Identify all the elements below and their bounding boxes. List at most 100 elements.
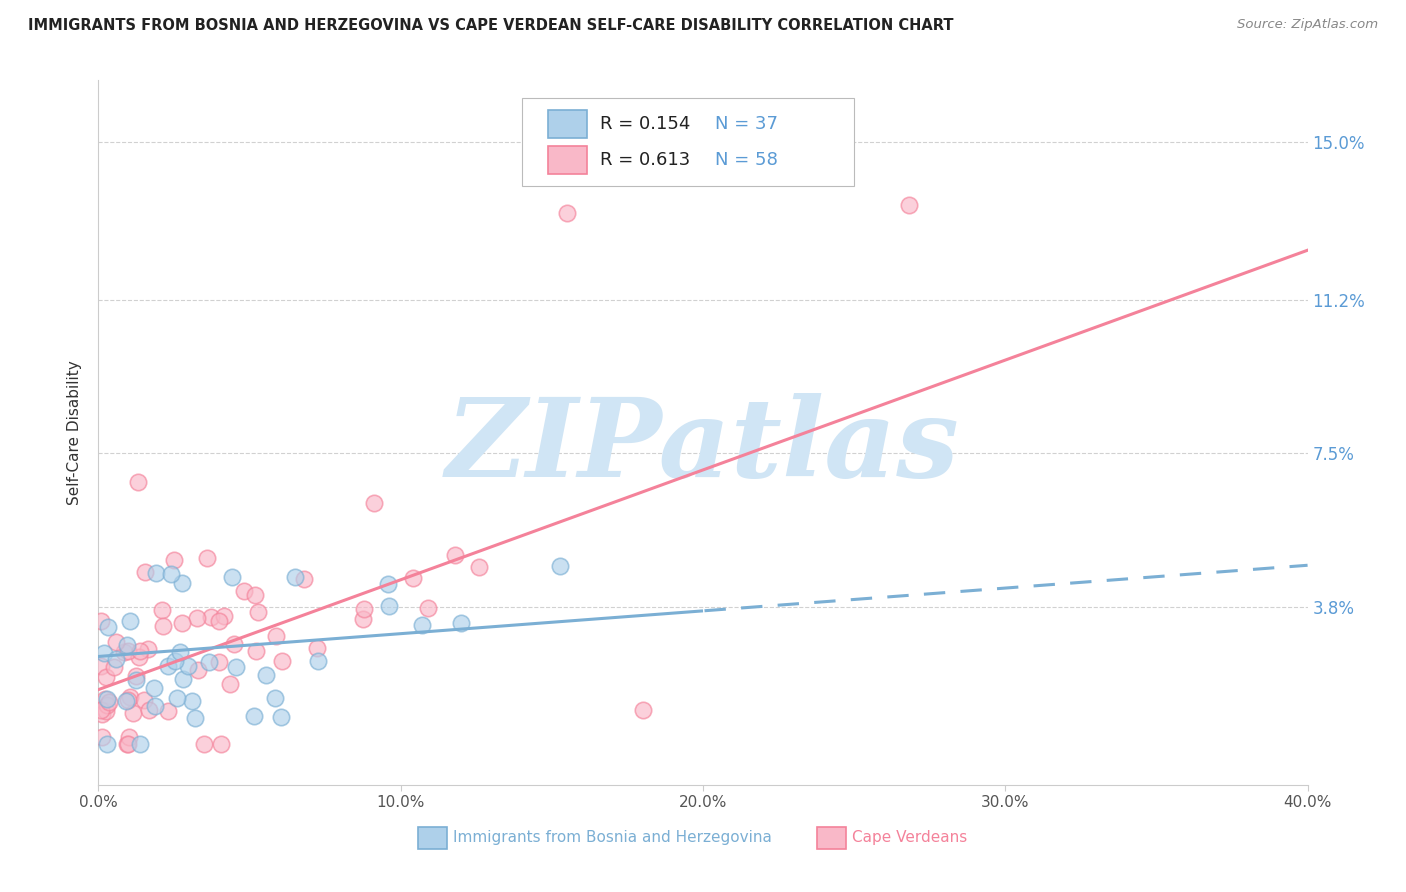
Point xyxy=(177,659,200,673)
Point xyxy=(143,698,166,713)
Point xyxy=(468,560,491,574)
Point xyxy=(94,669,117,683)
Point xyxy=(245,643,267,657)
Point xyxy=(254,668,277,682)
Point xyxy=(221,570,243,584)
Point xyxy=(157,659,180,673)
Point xyxy=(118,690,141,705)
Y-axis label: Self-Care Disability: Self-Care Disability xyxy=(67,360,83,505)
Point xyxy=(307,654,329,668)
Point xyxy=(631,703,654,717)
Text: N = 37: N = 37 xyxy=(716,115,778,133)
Point xyxy=(292,573,315,587)
Point xyxy=(232,584,254,599)
Point xyxy=(377,576,399,591)
Text: N = 58: N = 58 xyxy=(716,151,778,169)
Point xyxy=(166,691,188,706)
Point xyxy=(271,654,294,668)
Point xyxy=(96,737,118,751)
Point xyxy=(160,567,183,582)
Point xyxy=(134,566,156,580)
Text: Source: ZipAtlas.com: Source: ZipAtlas.com xyxy=(1237,18,1378,31)
Point xyxy=(117,644,139,658)
Point xyxy=(112,645,135,659)
FancyBboxPatch shape xyxy=(548,110,586,138)
Point xyxy=(193,737,215,751)
Point xyxy=(555,206,578,220)
Point xyxy=(183,711,205,725)
FancyBboxPatch shape xyxy=(418,827,447,849)
Point xyxy=(222,637,245,651)
Point xyxy=(444,548,467,562)
Point xyxy=(200,609,222,624)
Point xyxy=(209,737,232,751)
Point xyxy=(125,673,148,687)
Point xyxy=(93,646,115,660)
Point xyxy=(307,640,329,655)
Point xyxy=(115,694,138,708)
Point xyxy=(163,553,186,567)
Point xyxy=(897,197,920,211)
Point xyxy=(181,694,204,708)
Point xyxy=(120,614,142,628)
Point xyxy=(94,691,117,706)
Point xyxy=(127,475,149,490)
Point xyxy=(212,609,235,624)
Point xyxy=(145,566,167,580)
Text: Immigrants from Bosnia and Herzegovina: Immigrants from Bosnia and Herzegovina xyxy=(453,830,772,846)
Point xyxy=(121,706,143,720)
Point xyxy=(411,618,433,632)
Point xyxy=(104,635,127,649)
Point xyxy=(128,649,150,664)
FancyBboxPatch shape xyxy=(522,98,855,186)
Point xyxy=(115,737,138,751)
Point xyxy=(270,709,292,723)
Point xyxy=(243,709,266,723)
Point xyxy=(352,612,374,626)
Point xyxy=(117,693,139,707)
Point xyxy=(219,677,242,691)
Point xyxy=(96,692,118,706)
Point xyxy=(450,616,472,631)
Point xyxy=(169,645,191,659)
Point xyxy=(284,569,307,583)
Point xyxy=(117,737,139,751)
Point xyxy=(90,707,112,722)
Point xyxy=(548,559,571,574)
Point xyxy=(90,615,112,629)
Text: ZIPatlas: ZIPatlas xyxy=(446,393,960,500)
Point xyxy=(264,690,287,705)
Text: Cape Verdeans: Cape Verdeans xyxy=(852,830,967,846)
Point xyxy=(90,659,112,673)
Point xyxy=(172,576,194,591)
Point xyxy=(142,681,165,695)
Point xyxy=(198,656,221,670)
Point xyxy=(103,659,125,673)
Point xyxy=(378,599,401,614)
Point xyxy=(138,702,160,716)
Point xyxy=(150,603,173,617)
Point xyxy=(208,656,231,670)
Point xyxy=(416,601,439,615)
Point xyxy=(104,652,127,666)
Point xyxy=(117,639,139,653)
Point xyxy=(172,616,194,631)
Point xyxy=(163,654,186,668)
FancyBboxPatch shape xyxy=(817,827,845,849)
Point xyxy=(152,618,174,632)
Text: IMMIGRANTS FROM BOSNIA AND HERZEGOVINA VS CAPE VERDEAN SELF-CARE DISABILITY CORR: IMMIGRANTS FROM BOSNIA AND HERZEGOVINA V… xyxy=(28,18,953,33)
Point xyxy=(96,698,118,713)
Point xyxy=(186,610,208,624)
Point xyxy=(172,672,194,686)
Point xyxy=(128,737,150,751)
Point xyxy=(98,696,121,710)
Point xyxy=(125,669,148,683)
Point xyxy=(225,660,247,674)
Text: R = 0.613: R = 0.613 xyxy=(600,151,690,169)
Point xyxy=(90,703,112,717)
Point xyxy=(132,692,155,706)
Point xyxy=(129,644,152,658)
Point xyxy=(118,731,141,745)
Point xyxy=(402,571,425,585)
Point xyxy=(353,602,375,616)
